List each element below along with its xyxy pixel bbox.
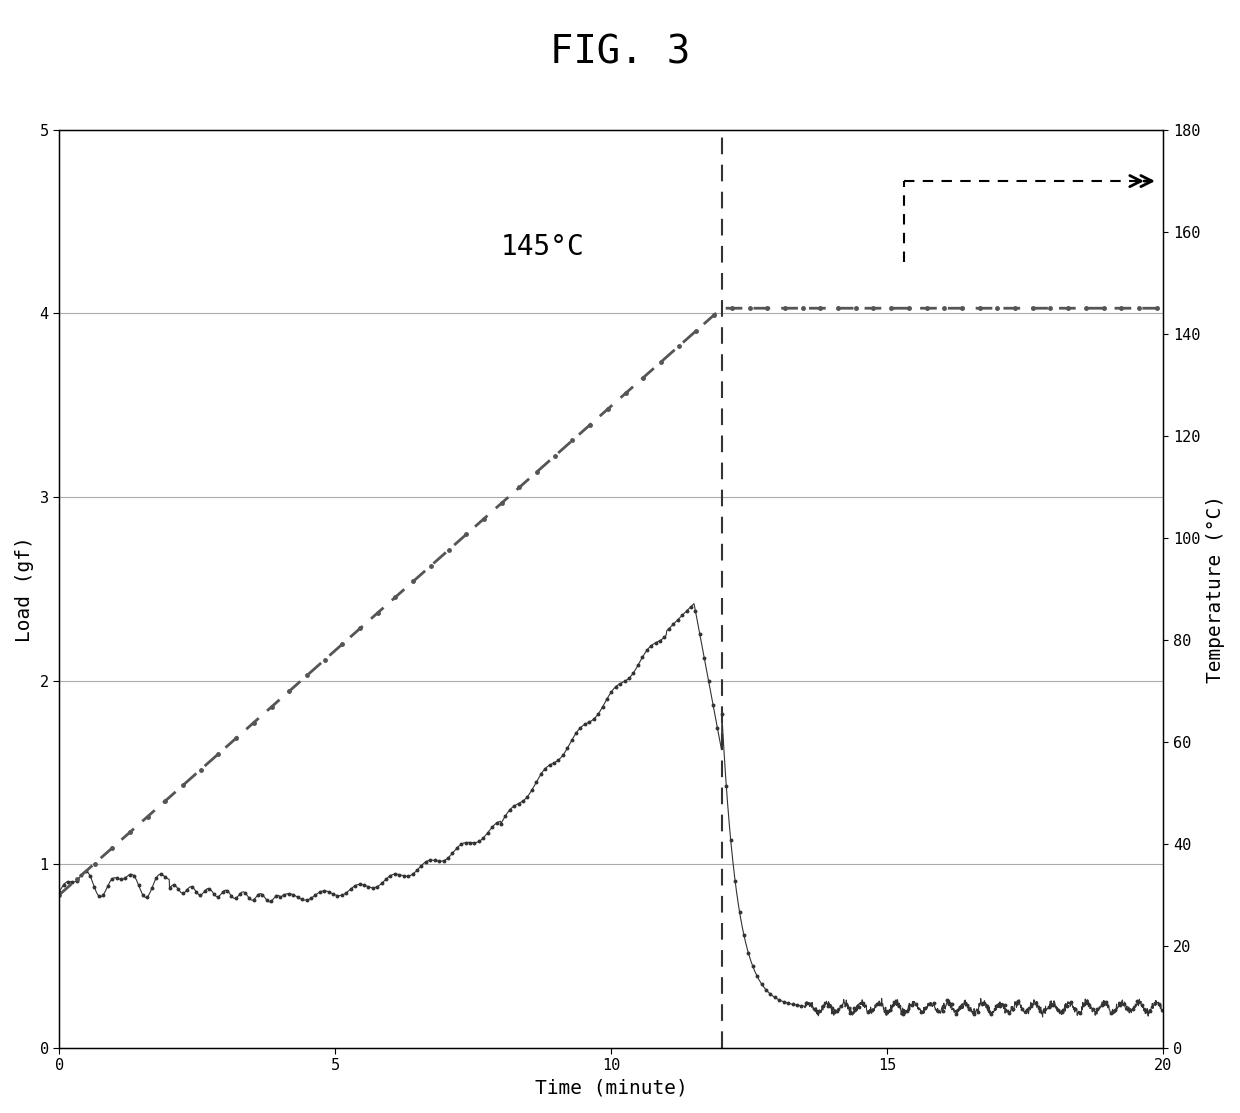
Y-axis label: Temperature (°C): Temperature (°C) [1207,495,1225,683]
Y-axis label: Load (gf): Load (gf) [15,536,33,642]
Text: 145°C: 145°C [501,233,584,260]
Text: FIG. 3: FIG. 3 [549,33,691,71]
X-axis label: Time (minute): Time (minute) [534,1078,688,1099]
